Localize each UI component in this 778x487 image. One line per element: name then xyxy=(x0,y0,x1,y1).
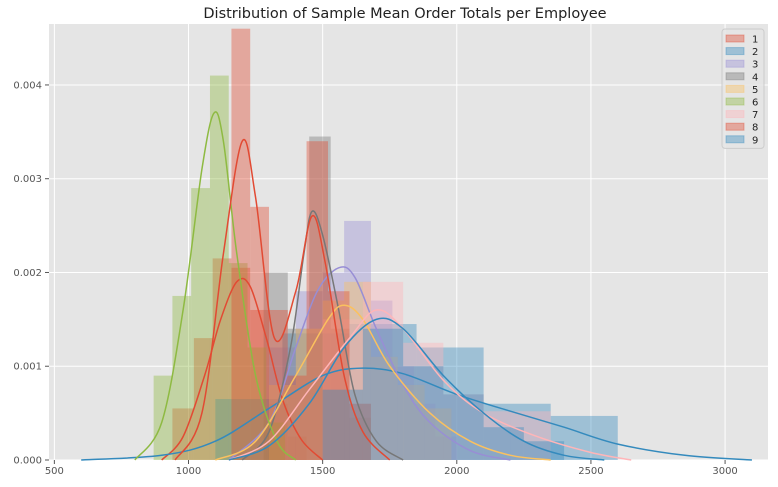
bar-series-5-4 xyxy=(370,356,398,460)
bar-series-3-7 xyxy=(435,436,457,460)
bar-series-6-1 xyxy=(172,295,192,460)
legend-frame xyxy=(721,28,765,149)
x-axis-ticks: 500 1000 1500 2000 2500 3000 xyxy=(45,460,738,477)
y-tick-label-2: 0.002 xyxy=(13,268,42,279)
y-tick-label-0: 0.000 xyxy=(13,456,42,467)
legend-label-5: 5 xyxy=(752,85,758,96)
kde-line-series-3 xyxy=(228,266,511,461)
legend-label-8: 8 xyxy=(752,123,758,134)
bar-series-1-6 xyxy=(287,436,307,460)
bar-series-7-3 xyxy=(443,394,484,460)
x-tick-label-2: 1500 xyxy=(310,466,335,477)
kde-line-series-8 xyxy=(174,138,391,461)
bar-series-5-6 xyxy=(424,408,452,460)
legend-swatch-4 xyxy=(725,72,745,81)
y-tick-label-1: 0.001 xyxy=(13,362,42,373)
legend-swatch-1 xyxy=(725,34,745,43)
x-tick-label-5: 3000 xyxy=(712,466,737,477)
x-tick-label-0: 500 xyxy=(45,466,64,477)
bar-series-5-2 xyxy=(322,300,345,460)
bar-series-2-5 xyxy=(550,415,618,460)
kde-line-series-4 xyxy=(241,210,404,461)
bar-series-7-2 xyxy=(403,342,444,460)
kde-line-series-9 xyxy=(228,317,605,461)
bar-series-1-4 xyxy=(250,309,269,460)
y-tick-label-4: 0.004 xyxy=(13,80,42,91)
legend-swatch-9 xyxy=(725,135,745,144)
chart-title: Distribution of Sample Mean Order Totals… xyxy=(203,6,606,22)
bar-series-9-1 xyxy=(362,328,404,460)
bar-series-7-0 xyxy=(322,319,363,460)
legend-label-6: 6 xyxy=(752,98,758,109)
kde-line-series-5 xyxy=(214,304,551,461)
bar-series-9-3 xyxy=(443,394,484,460)
series-6-bars xyxy=(153,75,286,461)
bar-series-1-1 xyxy=(193,338,213,460)
bar-series-7-5 xyxy=(510,411,551,460)
kde-line-series-6 xyxy=(134,111,297,461)
bar-series-9-4 xyxy=(483,427,524,460)
bar-series-8-0 xyxy=(231,28,251,460)
legend-label-2: 2 xyxy=(752,47,758,58)
bar-series-6-3 xyxy=(209,75,229,461)
bar-series-3-4 xyxy=(370,300,393,460)
bar-series-6-4 xyxy=(228,263,248,460)
x-tick-label-4: 2500 xyxy=(578,466,603,477)
legend-label-7: 7 xyxy=(752,110,758,121)
bar-series-3-6 xyxy=(413,403,436,460)
legend-swatch-5 xyxy=(725,84,745,93)
bar-series-2-2 xyxy=(349,324,417,460)
bar-series-8-6 xyxy=(349,403,371,460)
y-axis-ticks: 0.000 0.001 0.002 0.003 0.004 xyxy=(13,80,49,467)
legend-swatch-3 xyxy=(725,59,745,68)
x-tick-label-3: 2000 xyxy=(444,466,469,477)
bar-series-8-1 xyxy=(250,206,269,460)
legend-label-4: 4 xyxy=(752,72,758,83)
y-tick-label-3: 0.003 xyxy=(13,174,42,185)
bar-series-1-2 xyxy=(212,258,232,460)
legend-swatch-2 xyxy=(725,47,745,56)
x-tick-label-1: 1000 xyxy=(176,466,201,477)
bar-series-3-1 xyxy=(295,291,323,460)
legend-swatch-6 xyxy=(725,97,745,106)
legend: 12 34 5 67 89 xyxy=(721,28,765,149)
legend-label-9: 9 xyxy=(752,135,758,146)
legend-swatch-7 xyxy=(725,110,745,119)
bar-series-5-3 xyxy=(344,281,371,460)
kde-line-series-2 xyxy=(81,367,752,461)
series-7-bars xyxy=(322,281,551,460)
bar-series-9-2 xyxy=(403,366,444,460)
bar-series-1-0 xyxy=(172,408,194,460)
bar-series-8-5 xyxy=(328,291,350,460)
plot-background xyxy=(49,24,768,460)
legend-label-1: 1 xyxy=(752,35,758,46)
legend-label-3: 3 xyxy=(752,60,758,71)
grid-lines xyxy=(49,24,768,461)
kde-curves xyxy=(81,111,752,461)
kde-line-series-1 xyxy=(161,277,324,461)
bar-series-4-4 xyxy=(349,417,371,460)
legend-swatch-8 xyxy=(725,122,745,131)
series-3-bars xyxy=(268,220,457,460)
